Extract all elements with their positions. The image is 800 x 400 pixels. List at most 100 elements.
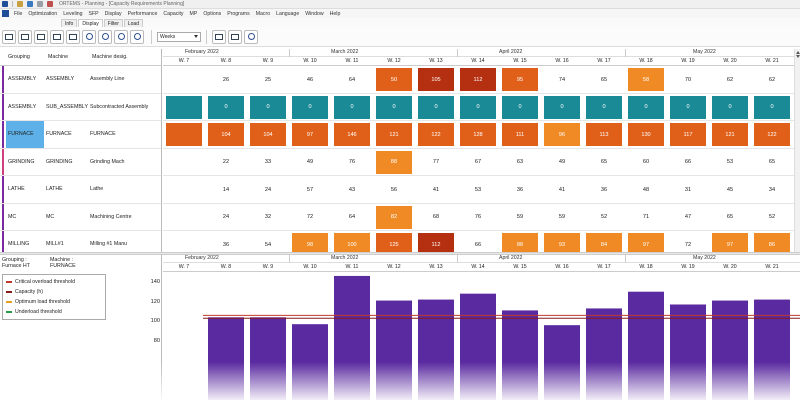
- load-cell[interactable]: 65: [726, 214, 734, 220]
- machine-row[interactable]: FURNACE FURNACE FURNACE: [0, 121, 161, 149]
- load-cell[interactable]: 100: [334, 233, 370, 252]
- load-cell[interactable]: 24: [222, 214, 230, 220]
- load-cell[interactable]: 48: [642, 186, 650, 193]
- load-cell[interactable]: 65: [768, 159, 776, 165]
- load-cell[interactable]: 104: [250, 123, 286, 146]
- load-bar[interactable]: [208, 317, 244, 400]
- settings-icon[interactable]: [244, 29, 258, 44]
- load-cell[interactable]: 72: [306, 214, 314, 220]
- load-cell[interactable]: [166, 151, 202, 174]
- load-cell[interactable]: 65: [600, 76, 608, 83]
- load-cell[interactable]: [166, 178, 202, 201]
- menu-programs[interactable]: Programs: [227, 10, 250, 17]
- load-cell[interactable]: 62: [726, 76, 734, 83]
- save-icon[interactable]: [27, 1, 33, 7]
- load-cell[interactable]: 41: [432, 186, 440, 193]
- load-cell[interactable]: 105: [418, 68, 454, 91]
- load-cell[interactable]: 59: [558, 214, 566, 220]
- load-cell[interactable]: 117: [670, 123, 706, 146]
- load-cell[interactable]: 60: [642, 159, 650, 165]
- load-cell[interactable]: 52: [600, 214, 608, 220]
- load-cell[interactable]: 56: [390, 186, 398, 193]
- load-cell[interactable]: 50: [376, 68, 412, 91]
- menu-macro[interactable]: Macro: [255, 10, 271, 17]
- grid-scrollbar[interactable]: [794, 49, 800, 252]
- document-icon[interactable]: [228, 29, 242, 44]
- load-cell[interactable]: 71: [642, 214, 650, 220]
- load-cell[interactable]: 41: [558, 186, 566, 193]
- load-cell[interactable]: 0: [670, 95, 706, 119]
- load-cell[interactable]: 70: [684, 76, 692, 83]
- load-cell[interactable]: 97: [628, 233, 664, 252]
- load-cell[interactable]: 0: [208, 95, 244, 119]
- load-cell[interactable]: 0: [376, 95, 412, 119]
- load-cell[interactable]: 82: [376, 205, 412, 229]
- menu-language[interactable]: Language: [276, 10, 300, 17]
- load-cell[interactable]: 34: [768, 186, 776, 193]
- zoom-out-icon[interactable]: [130, 29, 144, 44]
- load-cell[interactable]: 46: [306, 76, 314, 83]
- calendar-icon[interactable]: [50, 29, 64, 44]
- load-cell[interactable]: 146: [334, 123, 370, 146]
- load-cell[interactable]: 53: [726, 159, 734, 165]
- machine-row[interactable]: ASSEMBLY SUB_ASSEMBLY Subcontracted Assemb…: [0, 93, 161, 121]
- load-cell[interactable]: 36: [222, 241, 230, 248]
- load-cell[interactable]: 88: [502, 233, 538, 252]
- load-cell[interactable]: 25: [264, 76, 272, 83]
- machine-row[interactable]: MC MC Machining Centre: [0, 203, 161, 231]
- load-cell[interactable]: 104: [208, 123, 244, 146]
- load-bar[interactable]: [460, 293, 496, 400]
- load-cell[interactable]: 66: [474, 241, 482, 248]
- load-cell[interactable]: 64: [348, 214, 356, 220]
- load-cell[interactable]: 32: [264, 214, 272, 220]
- load-cell[interactable]: 24: [264, 186, 272, 193]
- load-cell[interactable]: 36: [600, 186, 608, 193]
- menu-capacity[interactable]: Capacity: [163, 10, 184, 17]
- load-cell[interactable]: 130: [628, 123, 664, 146]
- load-bar[interactable]: [334, 275, 370, 400]
- load-cell[interactable]: 52: [768, 214, 776, 220]
- load-cell[interactable]: 47: [684, 214, 692, 220]
- load-cell[interactable]: 58: [628, 68, 664, 91]
- load-cell[interactable]: 97: [712, 233, 748, 252]
- load-cell[interactable]: 88: [376, 150, 412, 174]
- load-cell[interactable]: [166, 68, 202, 91]
- tab-filter[interactable]: Filter: [103, 19, 123, 27]
- print-icon[interactable]: [37, 1, 43, 7]
- load-cell[interactable]: 49: [306, 159, 314, 165]
- load-cell[interactable]: 65: [600, 159, 608, 165]
- scroll-up-icon[interactable]: [795, 51, 800, 54]
- load-cell[interactable]: 62: [768, 76, 776, 83]
- load-cell[interactable]: 122: [754, 123, 790, 146]
- table-view-icon[interactable]: [18, 29, 32, 44]
- load-cell[interactable]: 0: [754, 95, 790, 119]
- load-cell[interactable]: 0: [628, 95, 664, 119]
- menu-file[interactable]: File: [14, 10, 23, 17]
- load-cell[interactable]: 84: [586, 233, 622, 252]
- load-bar[interactable]: [292, 324, 328, 400]
- load-cell[interactable]: 57: [306, 186, 314, 193]
- menu-help[interactable]: Help: [329, 10, 341, 17]
- load-cell[interactable]: 67: [474, 159, 482, 165]
- load-cell[interactable]: 26: [222, 76, 230, 83]
- load-cell[interactable]: 111: [502, 123, 538, 146]
- tab-load[interactable]: Load: [123, 19, 143, 27]
- tab-display[interactable]: Display: [78, 19, 103, 27]
- load-cell[interactable]: 63: [516, 159, 524, 165]
- load-cell[interactable]: 121: [712, 123, 748, 146]
- load-cell[interactable]: 53: [474, 186, 482, 193]
- load-cell[interactable]: 121: [376, 123, 412, 146]
- load-cell[interactable]: 49: [558, 159, 566, 165]
- folder-icon[interactable]: [17, 1, 23, 7]
- load-cell[interactable]: 33: [264, 159, 272, 165]
- load-cell[interactable]: 93: [544, 233, 580, 252]
- load-cell[interactable]: 0: [460, 95, 496, 119]
- load-cell[interactable]: 122: [418, 123, 454, 146]
- zoom-in-icon[interactable]: [114, 29, 128, 44]
- load-bar[interactable]: [418, 299, 454, 400]
- undo-icon[interactable]: [47, 1, 53, 7]
- load-cell[interactable]: 68: [432, 214, 440, 220]
- load-bar[interactable]: [628, 291, 664, 400]
- menu-window[interactable]: Window: [305, 10, 324, 17]
- load-cell[interactable]: 112: [460, 68, 496, 91]
